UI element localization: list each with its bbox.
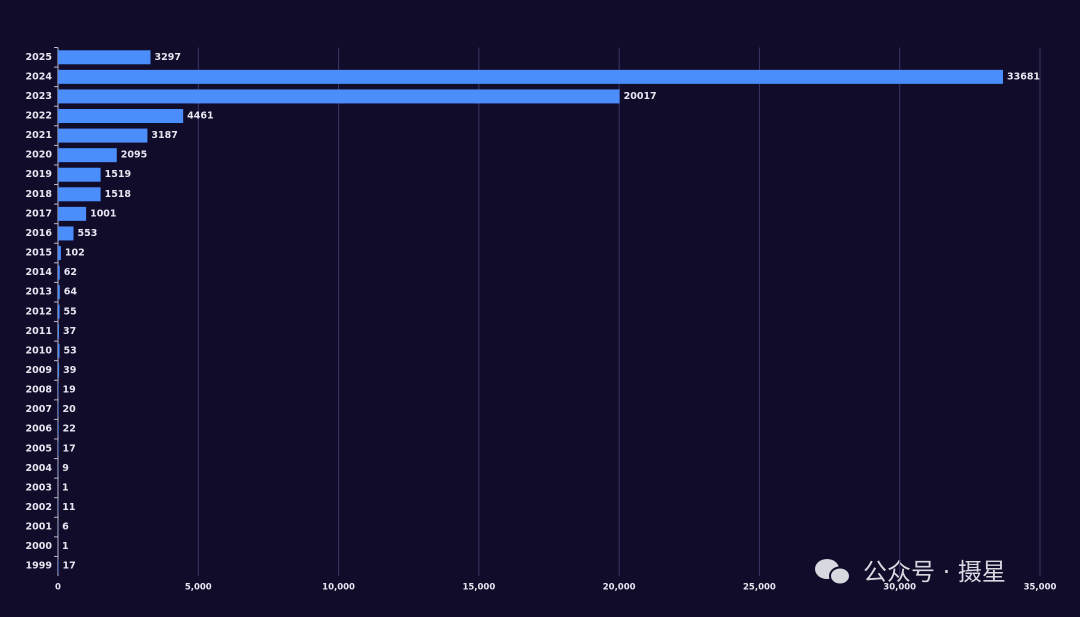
bar xyxy=(58,226,74,241)
y-tick-label: 2013 xyxy=(26,287,52,298)
y-tick-label: 2014 xyxy=(26,267,53,278)
value-label: 37 xyxy=(63,326,76,337)
y-tick-label: 2002 xyxy=(26,502,52,513)
bar xyxy=(58,246,61,261)
bar xyxy=(58,402,59,417)
bar xyxy=(58,109,184,124)
x-tick-label: 35,000 xyxy=(1024,583,1057,593)
y-tick-label: 2012 xyxy=(26,306,52,317)
y-tick-label: 2007 xyxy=(26,404,52,415)
value-label: 102 xyxy=(65,248,85,259)
y-tick-label: 2000 xyxy=(26,541,53,552)
y-tick-label: 2004 xyxy=(26,463,53,474)
x-tick-label: 0 xyxy=(55,583,61,593)
value-label: 1519 xyxy=(105,169,131,180)
x-tick-label: 10,000 xyxy=(322,583,355,593)
value-label: 55 xyxy=(64,306,77,317)
y-tick-label: 1999 xyxy=(26,561,52,572)
wechat-icon xyxy=(815,559,851,586)
value-label: 1001 xyxy=(90,208,116,219)
y-tick-label: 2009 xyxy=(26,365,52,376)
value-label: 3297 xyxy=(155,52,181,63)
y-tick-label: 2019 xyxy=(26,169,52,180)
y-tick-label: 2016 xyxy=(26,228,53,239)
x-tick-label: 20,000 xyxy=(603,583,636,593)
value-label: 33681 xyxy=(1007,71,1040,82)
bar xyxy=(58,383,59,398)
x-tick-label: 15,000 xyxy=(462,583,495,593)
value-label: 19 xyxy=(63,385,76,396)
bar xyxy=(58,324,60,339)
y-tick-label: 2023 xyxy=(26,91,52,102)
bar xyxy=(58,187,101,202)
bar xyxy=(58,343,60,358)
x-tick-label: 30,000 xyxy=(883,583,916,593)
y-tick-label: 2008 xyxy=(26,385,53,396)
value-label: 2095 xyxy=(121,150,147,161)
y-tick-label: 2005 xyxy=(26,443,52,454)
y-tick-label: 2015 xyxy=(26,248,52,259)
value-label: 64 xyxy=(64,287,78,298)
value-label: 9 xyxy=(62,463,69,474)
y-tick-label: 2021 xyxy=(26,130,52,141)
value-label: 1 xyxy=(62,482,69,493)
y-tick-label: 2001 xyxy=(26,522,52,533)
value-label: 39 xyxy=(63,365,76,376)
x-tick-label: 25,000 xyxy=(743,583,776,593)
value-label: 62 xyxy=(64,267,77,278)
bar xyxy=(58,89,620,104)
bar xyxy=(58,50,151,65)
value-label: 20017 xyxy=(624,91,657,102)
bar xyxy=(58,422,59,437)
bar xyxy=(58,167,101,182)
value-label: 3187 xyxy=(151,130,177,141)
y-tick-label: 2020 xyxy=(26,150,53,161)
value-label: 20 xyxy=(63,404,77,415)
y-tick-label: 2010 xyxy=(26,345,53,356)
bar xyxy=(58,363,60,378)
value-label: 1 xyxy=(62,541,69,552)
y-tick-label: 2022 xyxy=(26,111,52,122)
value-label: 4461 xyxy=(187,111,213,122)
bar xyxy=(58,304,60,319)
bar xyxy=(58,148,117,163)
value-label: 553 xyxy=(78,228,98,239)
bar xyxy=(58,265,60,280)
value-label: 17 xyxy=(62,561,75,572)
y-tick-label: 2003 xyxy=(26,482,52,493)
y-tick-label: 2011 xyxy=(26,326,52,337)
y-tick-label: 2024 xyxy=(26,71,53,82)
watermark: 公众号 · 摄星 xyxy=(863,558,1006,586)
value-label: 6 xyxy=(62,522,69,533)
value-label: 17 xyxy=(62,443,75,454)
bar xyxy=(58,285,60,300)
value-label: 11 xyxy=(62,502,75,513)
value-label: 22 xyxy=(63,424,76,435)
y-tick-label: 2006 xyxy=(26,424,53,435)
bar xyxy=(58,206,87,221)
y-tick-label: 2018 xyxy=(26,189,53,200)
value-label: 1518 xyxy=(105,189,132,200)
x-tick-label: 5,000 xyxy=(185,583,212,593)
bar xyxy=(58,128,148,143)
y-tick-label: 2025 xyxy=(26,52,52,63)
y-tick-label: 2017 xyxy=(26,208,52,219)
value-label: 53 xyxy=(63,345,76,356)
bar xyxy=(58,69,1003,84)
